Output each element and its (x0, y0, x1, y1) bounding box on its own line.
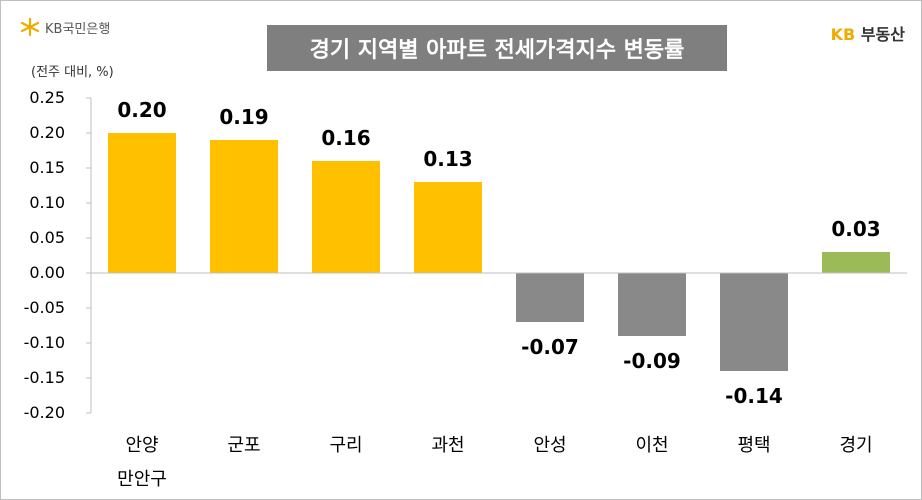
category-label: 만안구 (117, 469, 167, 490)
category-label: 구리 (329, 435, 362, 456)
data-label: 0.03 (831, 217, 880, 241)
y-tick-label: 0.15 (29, 158, 65, 177)
data-label: 0.13 (423, 147, 472, 171)
bar (108, 133, 176, 273)
kb-bank-logo: KB국민은행 (19, 17, 110, 37)
kb-realestate-logo-kb: KB (830, 25, 856, 44)
data-label: -0.07 (521, 335, 579, 359)
bar (822, 252, 890, 273)
y-tick-label: 0.25 (29, 88, 65, 107)
kb-realestate-logo: KB 부동산 (831, 21, 905, 45)
y-tick-label: 0.10 (29, 193, 65, 212)
bar (720, 273, 788, 371)
data-label: 0.19 (219, 105, 268, 129)
y-tick-label: -0.20 (24, 403, 65, 422)
y-tick-label: 0.20 (29, 123, 65, 142)
category-label: 평택 (737, 435, 770, 456)
unit-label: (전주 대비, %) (31, 65, 114, 80)
bar (312, 161, 380, 273)
category-label: 안양 (125, 435, 158, 456)
bar (414, 182, 482, 273)
y-tick-label: 0.05 (29, 228, 65, 247)
category-label: 과천 (431, 435, 464, 456)
bar (210, 140, 278, 273)
y-tick-label: -0.15 (24, 368, 65, 387)
kb-realestate-logo-text: 부동산 (860, 25, 905, 44)
kb-bank-logo-text: KB국민은행 (45, 21, 111, 37)
y-tick-label: -0.10 (24, 333, 65, 352)
y-tick-label: 0.00 (29, 263, 65, 282)
category-label: 안성 (533, 435, 566, 456)
y-tick-label: -0.05 (24, 298, 65, 317)
bar (618, 273, 686, 336)
chart-title: 경기 지역별 아파트 전세가격지수 변동률 (267, 25, 727, 71)
category-label: 경기 (839, 435, 872, 456)
data-label: 0.16 (321, 126, 370, 150)
bar (516, 273, 584, 322)
category-label: 군포 (227, 435, 260, 456)
data-label: -0.14 (725, 384, 783, 408)
category-label: 이천 (635, 435, 668, 456)
data-label: -0.09 (623, 349, 681, 373)
kb-star-icon (20, 17, 40, 37)
data-label: 0.20 (117, 98, 166, 122)
